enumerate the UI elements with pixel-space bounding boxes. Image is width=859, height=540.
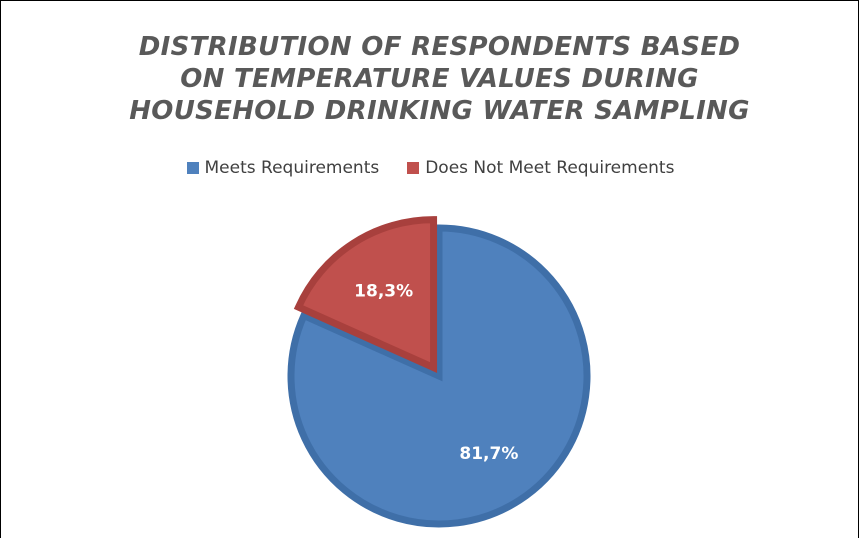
legend-swatch-meets <box>186 162 199 174</box>
chart-legend: Meets Requirements Does Not Meet Require… <box>1 158 859 178</box>
pie-slice-meets <box>287 224 591 528</box>
chart-title-line-2: ON TEMPERATURE VALUES DURING <box>180 64 699 94</box>
legend-label-does-not-meet: Does Not Meet Requirements <box>425 158 675 178</box>
chart-title-line-1: DISTRIBUTION OF RESPONDENTS BASED <box>138 32 741 62</box>
chart-title-line-3: HOUSEHOLD DRINKING WATER SAMPLING <box>129 96 750 126</box>
legend-label-meets: Meets Requirements <box>204 158 380 178</box>
pie-label-does-not-meet: 18,3% <box>354 282 413 302</box>
legend-item-does-not-meet: Does Not Meet Requirements <box>407 158 674 178</box>
legend-item-meets: Meets Requirements <box>186 158 380 178</box>
pie-slice-does-not-meet <box>293 216 438 374</box>
pie-label-meets: 81,7% <box>459 444 518 464</box>
chart-title: DISTRIBUTION OF RESPONDENTS BASED ON TEM… <box>61 31 818 127</box>
legend-swatch-does-not-meet <box>407 162 420 174</box>
